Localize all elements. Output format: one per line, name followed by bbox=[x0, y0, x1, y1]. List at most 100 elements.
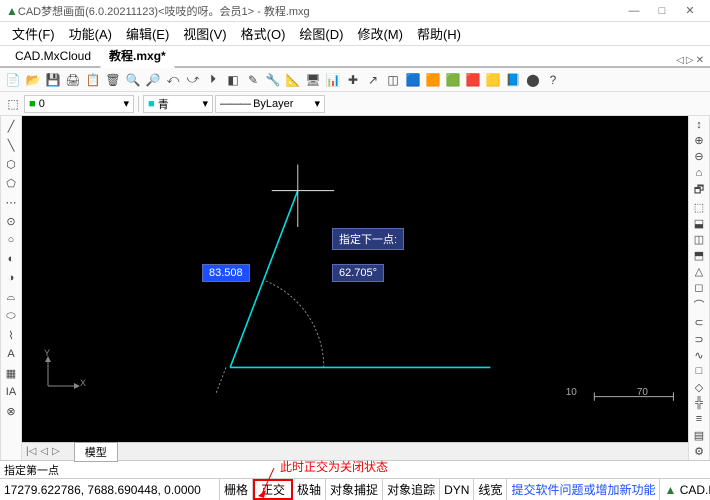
feedback-link[interactable]: 提交软件问题或增加新功能 bbox=[507, 479, 660, 500]
modify-tool-9[interactable]: △ bbox=[691, 265, 707, 278]
menu-file[interactable]: 文件(F) bbox=[6, 22, 61, 45]
tab-nav-right[interactable]: ▷ bbox=[686, 55, 694, 66]
modify-tool-2[interactable]: ⊖ bbox=[691, 150, 707, 163]
toolbar-icon-26[interactable]: ⬤ bbox=[524, 71, 542, 89]
nav-first-icon[interactable]: |◁ bbox=[22, 446, 40, 457]
draw-tool-9[interactable]: ⌓ bbox=[3, 289, 19, 305]
menu-help[interactable]: 帮助(H) bbox=[411, 22, 467, 45]
draw-tool-15[interactable]: ⊗ bbox=[3, 403, 19, 419]
layer-dropdown[interactable]: ■ 0 ▾ bbox=[24, 95, 134, 113]
toolbar-icon-15[interactable]: 🖥 bbox=[304, 71, 322, 89]
ext-line bbox=[216, 367, 226, 394]
menu-edit[interactable]: 编辑(E) bbox=[120, 22, 175, 45]
toolbar-icon-27[interactable]: ? bbox=[544, 71, 562, 89]
toolbar-icon-20[interactable]: 🟦 bbox=[404, 71, 422, 89]
toolbar-icon-17[interactable]: ✚ bbox=[344, 71, 362, 89]
tab-cloud[interactable]: CAD.MxCloud bbox=[6, 46, 100, 66]
modify-tool-0[interactable]: ↕ bbox=[691, 118, 707, 131]
modify-tool-13[interactable]: ⊃ bbox=[691, 333, 707, 346]
draw-tool-1[interactable]: ╲ bbox=[3, 137, 19, 153]
polar-toggle[interactable]: 极轴 bbox=[293, 479, 326, 500]
modify-tool-19[interactable]: ▤ bbox=[691, 429, 707, 442]
tab-close-icon[interactable]: ✕ bbox=[696, 55, 704, 66]
modify-tool-1[interactable]: ⊕ bbox=[691, 134, 707, 147]
tab-nav-left[interactable]: ◁ bbox=[676, 55, 684, 66]
toolbar-icon-10[interactable]: ⏵ bbox=[204, 71, 222, 89]
lineweight-toggle[interactable]: 线宽 bbox=[474, 479, 507, 500]
layer-toggle-icon[interactable]: ⬚ bbox=[4, 95, 22, 113]
menu-view[interactable]: 视图(V) bbox=[177, 22, 232, 45]
modify-tool-5[interactable]: ⬚ bbox=[691, 201, 707, 214]
properties-toolbar: ⬚ ■ 0 ▾ ■ 青▾ ——— ByLayer▾ bbox=[0, 92, 710, 116]
draw-tool-13[interactable]: ▦ bbox=[3, 365, 19, 381]
toolbar-icon-18[interactable]: ↗ bbox=[364, 71, 382, 89]
toolbar-icon-22[interactable]: 🟩 bbox=[444, 71, 462, 89]
modify-tool-10[interactable]: ◻ bbox=[691, 281, 707, 294]
drawing-canvas[interactable]: 83.508 62.705° 指定下一点: Y X 1070 bbox=[22, 116, 688, 442]
toolbar-icon-5[interactable]: 🗑 bbox=[104, 71, 122, 89]
menu-modify[interactable]: 修改(M) bbox=[351, 22, 409, 45]
modify-tool-15[interactable]: □ bbox=[691, 365, 707, 378]
toolbar-icon-21[interactable]: 🟧 bbox=[424, 71, 442, 89]
toolbar-icon-25[interactable]: 📘 bbox=[504, 71, 522, 89]
draw-tool-0[interactable]: ╱ bbox=[3, 118, 19, 134]
draw-tool-12[interactable]: A bbox=[3, 346, 19, 362]
modify-tool-14[interactable]: ∿ bbox=[691, 349, 707, 362]
toolbar-icon-23[interactable]: 🟥 bbox=[464, 71, 482, 89]
draw-tool-4[interactable]: ⋯ bbox=[3, 194, 19, 210]
nav-prev-icon[interactable]: ◁ bbox=[40, 446, 48, 457]
modify-tool-12[interactable]: ⊂ bbox=[691, 316, 707, 329]
toolbar-icon-9[interactable]: ⤻ bbox=[184, 71, 202, 89]
color-dropdown[interactable]: ■ 青▾ bbox=[143, 95, 213, 113]
tab-document[interactable]: 教程.mxg* bbox=[100, 44, 175, 68]
toolbar-icon-6[interactable]: 🔍 bbox=[124, 71, 142, 89]
menu-format[interactable]: 格式(O) bbox=[235, 22, 292, 45]
toolbar-icon-12[interactable]: ✎ bbox=[244, 71, 262, 89]
close-button[interactable]: ✕ bbox=[676, 2, 704, 20]
minimize-button[interactable]: — bbox=[620, 2, 648, 20]
modify-tool-18[interactable]: ≡ bbox=[691, 413, 707, 426]
linetype-dropdown[interactable]: ——— ByLayer▾ bbox=[215, 95, 325, 113]
model-tab[interactable]: 模型 bbox=[74, 442, 118, 462]
draw-tool-3[interactable]: ⬠ bbox=[3, 175, 19, 191]
modify-tool-20[interactable]: ⚙ bbox=[691, 445, 707, 458]
draw-tool-10[interactable]: ⬭ bbox=[3, 308, 19, 324]
modify-tool-7[interactable]: ◫ bbox=[691, 233, 707, 246]
toolbar-icon-7[interactable]: 🔎 bbox=[144, 71, 162, 89]
draw-tool-2[interactable]: ⬡ bbox=[3, 156, 19, 172]
otrack-toggle[interactable]: 对象追踪 bbox=[383, 479, 440, 500]
grid-toggle[interactable]: 栅格 bbox=[220, 479, 253, 500]
toolbar-icon-19[interactable]: ◫ bbox=[384, 71, 402, 89]
draw-tool-7[interactable]: ◐ bbox=[3, 251, 19, 267]
nav-next-icon[interactable]: ▷ bbox=[48, 446, 64, 457]
toolbar-icon-16[interactable]: 📊 bbox=[324, 71, 342, 89]
modify-tool-3[interactable]: ⌂ bbox=[691, 166, 707, 179]
osnap-toggle[interactable]: 对象捕捉 bbox=[326, 479, 383, 500]
toolbar-icon-0[interactable]: 📄 bbox=[4, 71, 22, 89]
draw-tool-14[interactable]: IA bbox=[3, 384, 19, 400]
toolbar-icon-11[interactable]: ◧ bbox=[224, 71, 242, 89]
modify-tool-16[interactable]: ◇ bbox=[691, 381, 707, 394]
modify-tool-17[interactable]: ╬ bbox=[691, 397, 707, 410]
modify-tool-4[interactable]: 🗗 bbox=[691, 182, 707, 198]
draw-tool-8[interactable]: ◑ bbox=[3, 270, 19, 286]
modify-tool-8[interactable]: ⬒ bbox=[691, 249, 707, 262]
toolbar-icon-3[interactable]: 🖨 bbox=[64, 71, 82, 89]
toolbar-icon-2[interactable]: 💾 bbox=[44, 71, 62, 89]
menu-function[interactable]: 功能(A) bbox=[63, 22, 118, 45]
maximize-button[interactable]: □ bbox=[648, 2, 676, 20]
modify-tool-6[interactable]: ⬓ bbox=[691, 217, 707, 230]
toolbar-icon-4[interactable]: 📋 bbox=[84, 71, 102, 89]
toolbar-icon-1[interactable]: 📂 bbox=[24, 71, 42, 89]
modify-tool-11[interactable]: ⌒ bbox=[691, 297, 707, 313]
main-area: ╱ ╲ ⬡ ⬠ ⋯ ⊙ ○ ◐ ◑ ⌓ ⬭ ⌇ A ▦ IA ⊗ 83.508 62.705° 指定下一点: … bbox=[0, 116, 710, 460]
draw-tool-5[interactable]: ⊙ bbox=[3, 213, 19, 229]
toolbar-icon-8[interactable]: ⤺ bbox=[164, 71, 182, 89]
dyn-toggle[interactable]: DYN bbox=[440, 479, 474, 500]
draw-tool-11[interactable]: ⌇ bbox=[3, 327, 19, 343]
toolbar-icon-14[interactable]: 📐 bbox=[284, 71, 302, 89]
toolbar-icon-13[interactable]: 🔧 bbox=[264, 71, 282, 89]
draw-tool-6[interactable]: ○ bbox=[3, 232, 19, 248]
menu-draw[interactable]: 绘图(D) bbox=[293, 22, 349, 45]
toolbar-icon-24[interactable]: 🟨 bbox=[484, 71, 502, 89]
